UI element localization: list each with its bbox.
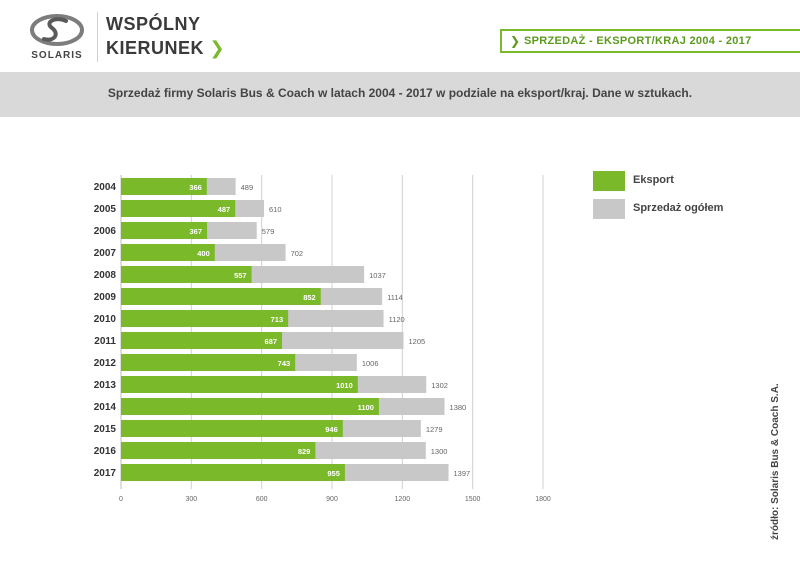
- x-tick-label: 900: [326, 496, 338, 503]
- x-tick-label: 1200: [395, 496, 411, 503]
- chart-banner: Sprzedaż firmy Solaris Bus & Coach w lat…: [0, 72, 800, 117]
- data-label-total: 1300: [431, 447, 448, 456]
- y-category-label: 2006: [94, 226, 117, 237]
- y-category-label: 2011: [94, 336, 116, 347]
- bar-export: [121, 288, 321, 305]
- header: SOLARIS WSPÓLNY KIERUNEK ❯ ❯ SPRZEDAŻ - …: [0, 0, 800, 72]
- bar-export: [121, 332, 283, 349]
- bar-export: [121, 464, 345, 481]
- solaris-logo: SOLARIS: [22, 12, 92, 62]
- x-tick-label: 1500: [465, 496, 481, 503]
- data-label-total: 1114: [387, 293, 403, 302]
- chart-description: Sprzedaż firmy Solaris Bus & Coach w lat…: [107, 86, 693, 100]
- data-label-export: 743: [278, 359, 291, 368]
- data-label-total: 702: [291, 249, 304, 258]
- data-label-total: 579: [262, 227, 275, 236]
- bar-export: [121, 398, 379, 415]
- bar-export: [121, 178, 207, 195]
- data-label-export: 713: [271, 315, 284, 324]
- section-tag: ❯ SPRZEDAŻ - EKSPORT/KRAJ 2004 - 2017: [500, 29, 800, 53]
- x-tick-label: 300: [185, 496, 197, 503]
- data-label-export: 366: [189, 183, 202, 192]
- y-category-label: 2008: [94, 270, 117, 281]
- y-category-label: 2007: [94, 248, 117, 259]
- bar-export: [121, 222, 208, 239]
- brand-line1: WSPÓLNY: [106, 14, 201, 34]
- bar-export: [121, 244, 215, 261]
- data-label-total: 1397: [454, 469, 471, 478]
- bar-export: [121, 200, 236, 217]
- data-label-total: 1037: [369, 271, 386, 280]
- legend-swatch-total: [593, 199, 625, 219]
- logo-text: SOLARIS: [31, 50, 83, 61]
- y-category-label: 2017: [94, 468, 117, 479]
- tag-chevron-icon: ❯: [510, 34, 521, 48]
- source-note: źródło: Solaris Bus & Coach S.A.: [770, 383, 781, 540]
- x-tick-label: 600: [256, 496, 268, 503]
- data-label-export: 487: [218, 205, 231, 214]
- legend-swatch-eksport: [593, 171, 625, 191]
- y-category-label: 2005: [94, 204, 117, 215]
- section-tag-label: SPRZEDAŻ - EKSPORT/KRAJ 2004 - 2017: [524, 35, 752, 47]
- y-category-label: 2009: [94, 292, 117, 303]
- data-label-total: 489: [241, 183, 254, 192]
- data-label-total: 1120: [389, 315, 405, 324]
- data-label-total: 1006: [362, 359, 379, 368]
- y-category-label: 2016: [94, 446, 117, 457]
- chevron-right-icon: ❯: [209, 38, 226, 58]
- brand-line2-text: KIERUNEK: [106, 38, 205, 58]
- data-label-export: 557: [234, 271, 247, 280]
- bar-export: [121, 310, 289, 327]
- y-category-label: 2014: [94, 402, 117, 413]
- data-label-export: 1010: [336, 381, 353, 390]
- header-divider: [97, 12, 98, 62]
- bar-export: [121, 442, 316, 459]
- data-label-total: 1205: [409, 337, 426, 346]
- legend-item-total: Sprzedaż ogółem: [593, 199, 793, 219]
- data-label-export: 852: [303, 293, 316, 302]
- data-label-export: 829: [298, 447, 311, 456]
- data-label-export: 1100: [358, 403, 374, 412]
- x-tick-label: 0: [119, 496, 123, 503]
- y-category-label: 2013: [94, 380, 117, 391]
- x-tick-label: 1800: [535, 496, 551, 503]
- bar-export: [121, 266, 252, 283]
- data-label-export: 367: [190, 227, 203, 236]
- data-label-total: 1279: [426, 425, 443, 434]
- bar-export: [121, 354, 296, 371]
- legend-label-total: Sprzedaż ogółem: [633, 202, 724, 214]
- data-label-export: 955: [327, 469, 340, 478]
- y-category-label: 2015: [94, 424, 117, 435]
- y-category-label: 2010: [94, 314, 117, 325]
- legend-item-eksport: Eksport: [593, 171, 793, 191]
- data-label-export: 946: [325, 425, 338, 434]
- data-label-total: 610: [269, 205, 282, 214]
- brand-line2: KIERUNEK ❯: [106, 36, 225, 60]
- data-label-total: 1380: [450, 403, 467, 412]
- legend-label-eksport: Eksport: [633, 174, 674, 186]
- bar-export: [121, 420, 343, 437]
- bar-export: [121, 376, 358, 393]
- solaris-s-icon: [30, 14, 84, 46]
- data-label-total: 1302: [431, 381, 448, 390]
- y-category-label: 2012: [94, 358, 117, 369]
- data-label-export: 400: [197, 249, 210, 258]
- y-category-label: 2004: [94, 182, 117, 193]
- sales-bar-chart: 0 300 600 900 1200 1500 1800 2004 366 489 2005 487 6…: [94, 175, 551, 503]
- data-label-export: 687: [265, 337, 278, 346]
- brand-title: WSPÓLNY KIERUNEK ❯: [106, 12, 225, 60]
